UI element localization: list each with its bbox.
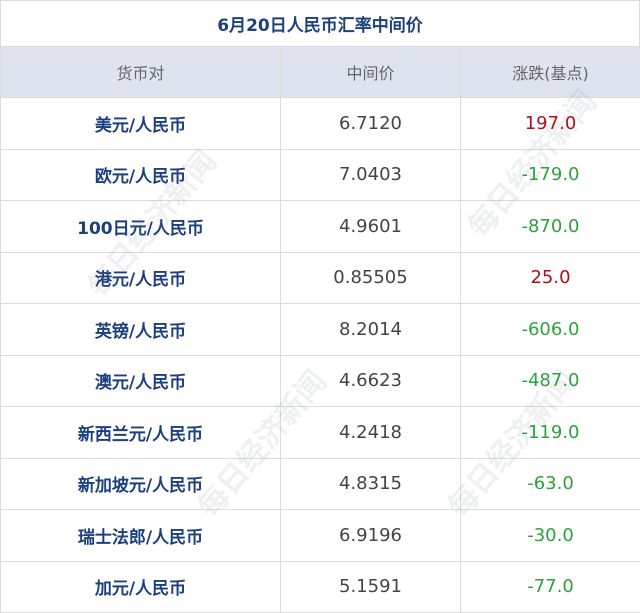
- currency-pair: 港元/人民币: [0, 251, 281, 304]
- change-bp: -119.0: [460, 406, 640, 459]
- mid-rate: 4.6623: [280, 354, 461, 407]
- currency-pair: 瑞士法郎/人民币: [0, 509, 281, 562]
- table-row: 港元/人民币 0.85505 25.0: [0, 251, 640, 304]
- table-row: 加元/人民币 5.1591 -77.0: [0, 560, 640, 613]
- mid-rate: 4.9601: [280, 200, 461, 253]
- mid-rate: 7.0403: [280, 148, 461, 201]
- table-row: 英镑/人民币 8.2014 -606.0: [0, 303, 640, 356]
- change-bp: -870.0: [460, 200, 640, 253]
- mid-rate: 8.2014: [280, 303, 461, 356]
- currency-pair: 100日元/人民币: [0, 200, 281, 253]
- currency-pair: 美元/人民币: [0, 97, 281, 150]
- exchange-rate-table: 货币对 中间价 涨跌(基点) 美元/人民币 6.7120 197.0 欧元/人民币 7.…: [0, 46, 640, 613]
- change-bp: 25.0: [460, 251, 640, 304]
- currency-pair: 英镑/人民币: [0, 303, 281, 356]
- table-row: 100日元/人民币 4.9601 -870.0: [0, 200, 640, 253]
- change-bp: -487.0: [460, 354, 640, 407]
- change-bp: -63.0: [460, 457, 640, 510]
- change-bp: -30.0: [460, 509, 640, 562]
- change-bp: -77.0: [460, 560, 640, 613]
- currency-pair: 新西兰元/人民币: [0, 406, 281, 459]
- currency-pair: 澳元/人民币: [0, 354, 281, 407]
- table-row: 澳元/人民币 4.6623 -487.0: [0, 354, 640, 407]
- change-bp: -179.0: [460, 148, 640, 201]
- mid-rate: 5.1591: [280, 560, 461, 613]
- table-row: 新西兰元/人民币 4.2418 -119.0: [0, 406, 640, 459]
- mid-rate: 0.85505: [280, 251, 461, 304]
- header-change: 涨跌(基点): [460, 46, 640, 98]
- table-row: 瑞士法郎/人民币 6.9196 -30.0: [0, 509, 640, 562]
- change-bp: 197.0: [460, 97, 640, 150]
- mid-rate: 4.2418: [280, 406, 461, 459]
- currency-pair: 欧元/人民币: [0, 148, 281, 201]
- mid-rate: 4.8315: [280, 457, 461, 510]
- mid-rate: 6.7120: [280, 97, 461, 150]
- header-mid: 中间价: [280, 46, 461, 98]
- change-bp: -606.0: [460, 303, 640, 356]
- header-pair: 货币对: [0, 46, 281, 98]
- table-row: 欧元/人民币 7.0403 -179.0: [0, 148, 640, 201]
- currency-pair: 加元/人民币: [0, 560, 281, 613]
- currency-pair: 新加坡元/人民币: [0, 457, 281, 510]
- table-title: 6月20日人民币汇率中间价: [0, 0, 640, 46]
- table-row: 美元/人民币 6.7120 197.0: [0, 97, 640, 150]
- mid-rate: 6.9196: [280, 509, 461, 562]
- header-row: 货币对 中间价 涨跌(基点): [0, 46, 640, 98]
- table-row: 新加坡元/人民币 4.8315 -63.0: [0, 457, 640, 510]
